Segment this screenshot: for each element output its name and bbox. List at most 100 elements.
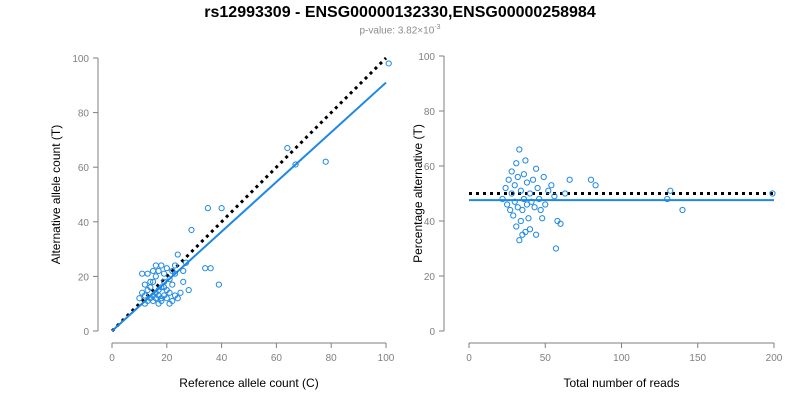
- y-tick-label: 80: [78, 109, 90, 120]
- data-point: [533, 231, 540, 238]
- data-point: [504, 201, 511, 208]
- x-axis: 0 20 40 60 80 100: [109, 342, 395, 364]
- y-tick-label: 60: [78, 163, 90, 174]
- data-point: [545, 187, 552, 194]
- data-point: [218, 205, 225, 212]
- pvalue-text: p-value: 3.82×10: [359, 25, 435, 37]
- data-point: [587, 176, 595, 183]
- data-point: [141, 281, 148, 288]
- y-tick-label: 0: [429, 327, 435, 338]
- data-point: [499, 195, 506, 203]
- data-point: [523, 179, 531, 186]
- data-point: [526, 226, 534, 233]
- data-points: [136, 60, 392, 307]
- data-point: [528, 198, 535, 205]
- x-tick-label: 100: [613, 353, 630, 364]
- x-tick-label: 20: [161, 353, 173, 364]
- data-point: [516, 146, 523, 153]
- data-point: [548, 182, 555, 189]
- data-point: [163, 265, 170, 272]
- data-point: [514, 173, 521, 181]
- data-point: [180, 267, 187, 275]
- data-point: [534, 184, 541, 192]
- data-point: [147, 278, 154, 285]
- data-point: [551, 193, 558, 200]
- y-axis-title: Alternative allele count (T): [49, 125, 63, 264]
- data-point: [292, 161, 299, 168]
- data-point: [557, 220, 564, 227]
- data-point: [385, 60, 392, 67]
- y-axis: 0 20 40 60 80 100: [72, 54, 99, 338]
- data-point: [664, 195, 671, 203]
- pvalue-subtitle: p-value: 3.82×10-3: [0, 24, 800, 36]
- data-point: [507, 206, 514, 214]
- data-point: [174, 295, 181, 302]
- data-point: [526, 190, 534, 197]
- y-tick-label: 100: [418, 52, 435, 63]
- data-point: [169, 281, 176, 288]
- data-point: [322, 158, 329, 165]
- data-point: [188, 226, 195, 234]
- data-point: [542, 201, 549, 208]
- y-tick-label: 60: [424, 162, 436, 173]
- data-point: [539, 215, 546, 222]
- data-point: [171, 270, 179, 277]
- data-point: [144, 270, 151, 277]
- data-point: [204, 205, 211, 212]
- data-point: [139, 270, 146, 277]
- data-point: [180, 278, 187, 285]
- data-point: [533, 165, 540, 172]
- data-point: [516, 237, 523, 244]
- y-axis: 0 20 40 60 80 100: [418, 52, 445, 338]
- pvalue-exponent: -3: [434, 24, 441, 31]
- data-point: [166, 289, 173, 296]
- x-tick-label: 0: [109, 353, 115, 364]
- data-point: [163, 295, 170, 302]
- y-tick-label: 0: [83, 327, 89, 338]
- data-point: [505, 176, 512, 183]
- data-point: [522, 157, 529, 164]
- data-point: [517, 187, 524, 194]
- data-point: [511, 182, 518, 189]
- y-tick-label: 100: [72, 54, 89, 65]
- data-point: [520, 195, 528, 203]
- data-point: [769, 190, 776, 197]
- data-point: [215, 281, 222, 288]
- data-point: [520, 171, 528, 178]
- data-point: [169, 297, 176, 305]
- x-tick-label: 200: [766, 353, 783, 364]
- x-tick-label: 80: [326, 353, 338, 364]
- data-point: [552, 245, 560, 252]
- data-point: [155, 267, 162, 275]
- data-point: [152, 273, 159, 280]
- data-point: [158, 284, 165, 291]
- data-point: [158, 262, 165, 269]
- data-point: [679, 206, 686, 214]
- y-tick-label: 20: [78, 272, 90, 283]
- y-tick-label: 20: [424, 272, 436, 283]
- x-tick-label: 100: [378, 353, 395, 364]
- data-point: [513, 223, 520, 230]
- data-point: [502, 184, 509, 192]
- data-point: [537, 206, 544, 214]
- data-point: [536, 195, 543, 203]
- data-point: [182, 259, 190, 266]
- x-axis-title: Reference allele count (C): [179, 376, 318, 390]
- data-point: [511, 198, 518, 205]
- data-point: [166, 276, 173, 283]
- data-point: [207, 265, 214, 272]
- data-point: [177, 289, 184, 296]
- data-point: [160, 270, 168, 277]
- data-point: [152, 262, 159, 269]
- x-tick-label: 150: [689, 353, 706, 364]
- fit-line: [111, 81, 387, 332]
- data-point: [592, 182, 599, 189]
- data-point: [540, 173, 547, 181]
- data-point: [150, 278, 157, 285]
- x-tick-label: 50: [540, 353, 552, 364]
- x-tick-label: 60: [271, 353, 283, 364]
- data-point: [141, 292, 148, 299]
- x-tick-label: 0: [466, 353, 472, 364]
- data-point: [525, 215, 532, 222]
